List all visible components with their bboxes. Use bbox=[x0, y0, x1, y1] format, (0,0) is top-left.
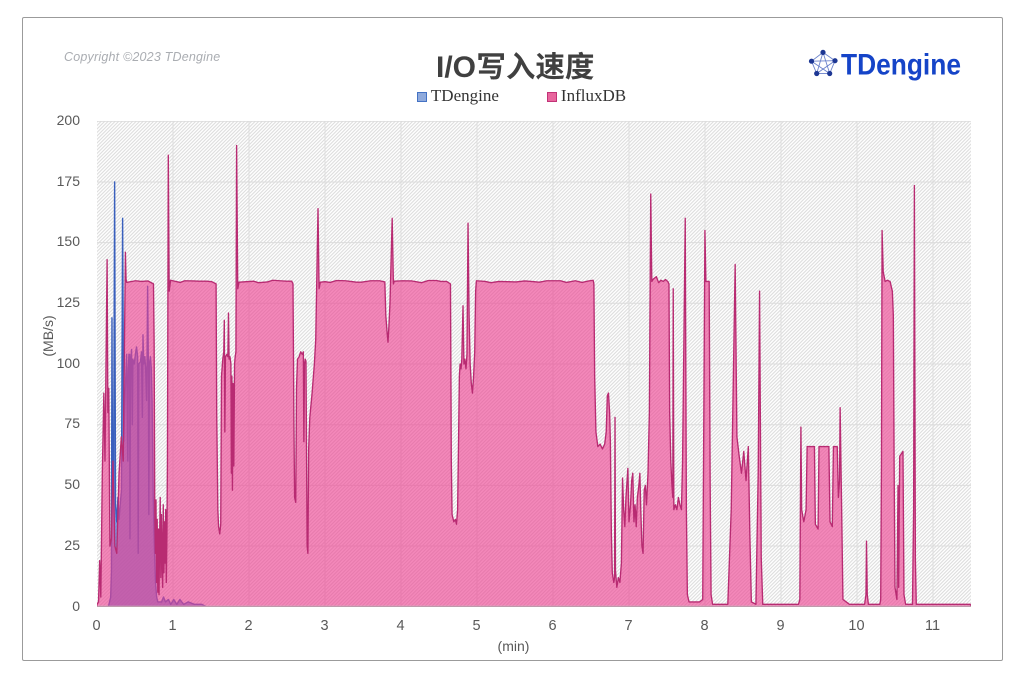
svg-text:I/O: I/O bbox=[436, 51, 476, 84]
svg-text:TDengine: TDengine bbox=[841, 49, 961, 82]
